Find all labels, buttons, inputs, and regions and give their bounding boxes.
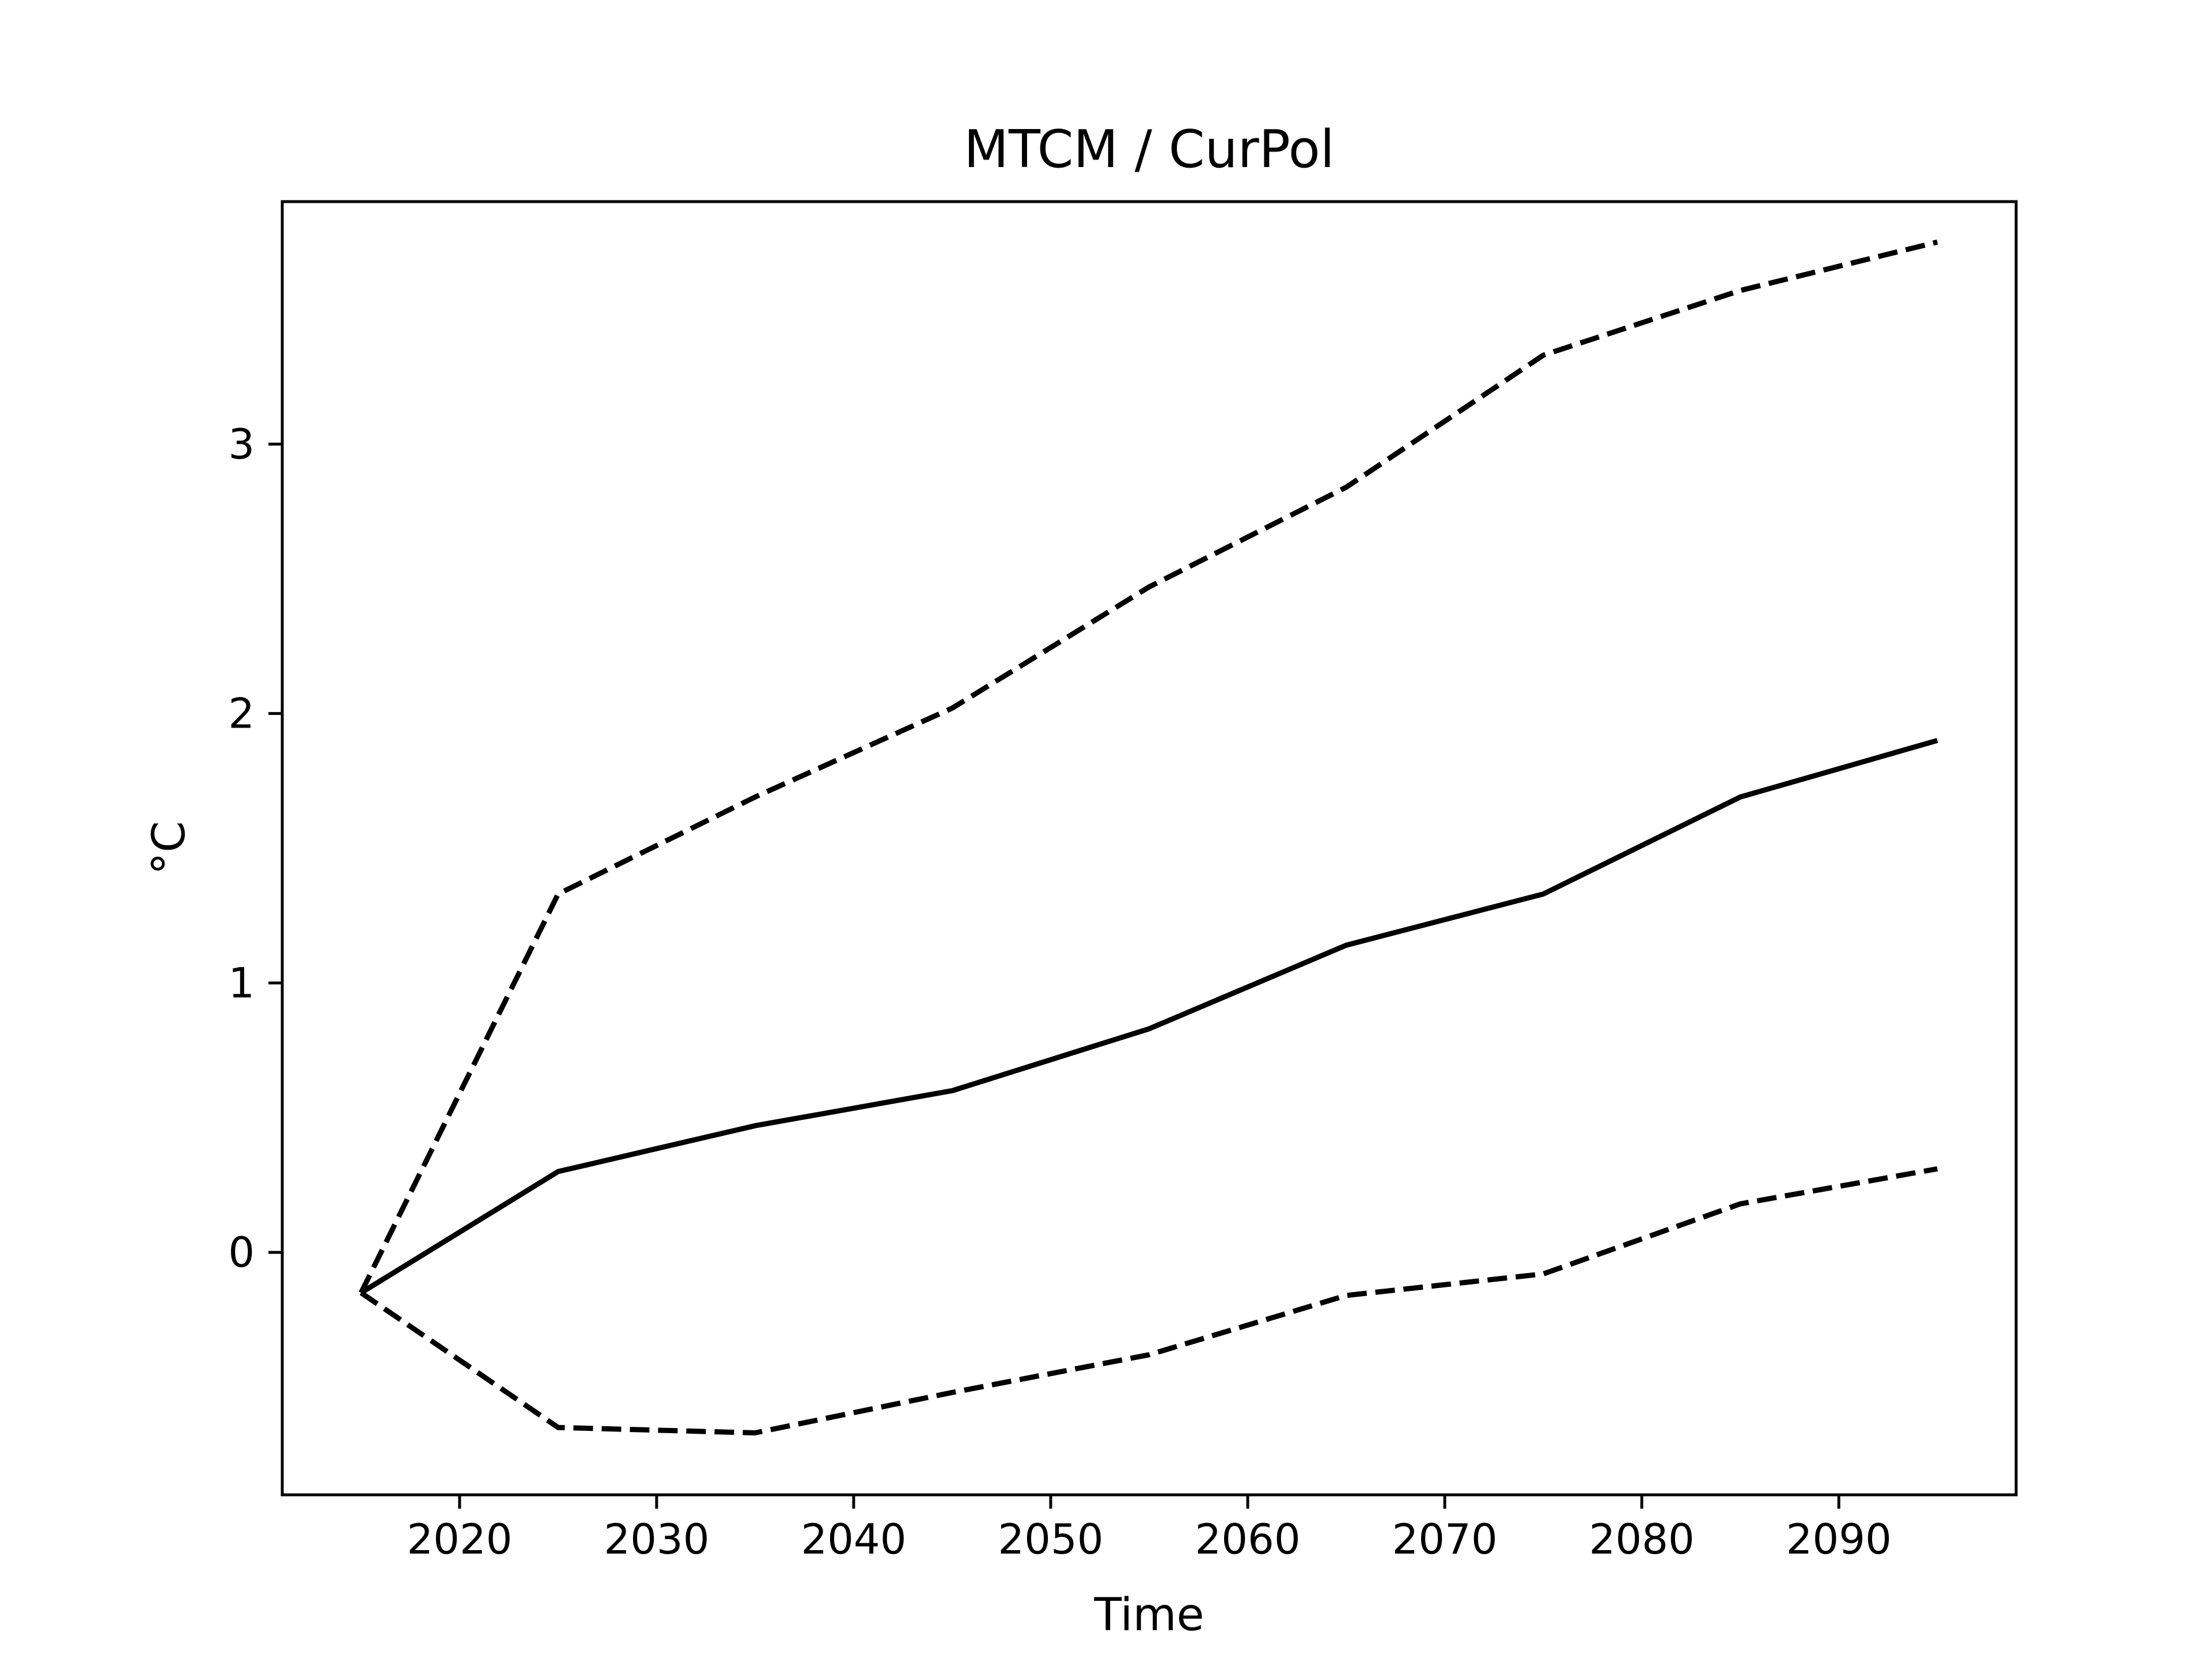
- y-axis: 0 1 2 3: [228, 420, 282, 1277]
- plot-frame: [281, 200, 2018, 1497]
- x-tick-label: 2060: [1195, 1515, 1300, 1563]
- y-tick-label: 3: [228, 420, 255, 468]
- x-tick-label: 2020: [407, 1515, 512, 1563]
- y-tick-label: 1: [228, 959, 255, 1007]
- x-tick-label: 2090: [1786, 1515, 1892, 1563]
- x-axis-label: Time: [1094, 1589, 1205, 1641]
- x-tick-label: 2050: [998, 1515, 1103, 1563]
- y-tick-label: 2: [228, 690, 255, 738]
- series-layer: [358, 239, 1938, 1435]
- series-line-3: [359, 1166, 1938, 1435]
- chart-title: MTCM / CurPol: [964, 119, 1334, 180]
- x-tick-label: 2080: [1589, 1515, 1694, 1563]
- x-tick-label: 2070: [1392, 1515, 1497, 1563]
- series-line-1: [359, 738, 1938, 1296]
- y-tick-label: 0: [228, 1228, 255, 1277]
- series-line-2: [358, 239, 1938, 1294]
- x-tick-label: 2030: [604, 1515, 709, 1563]
- x-tick-label: 2040: [801, 1515, 906, 1563]
- x-axis: 2020 2030 2040 2050 2060 2070 2080 2090: [407, 1495, 1892, 1563]
- y-axis-label: °C: [143, 821, 195, 874]
